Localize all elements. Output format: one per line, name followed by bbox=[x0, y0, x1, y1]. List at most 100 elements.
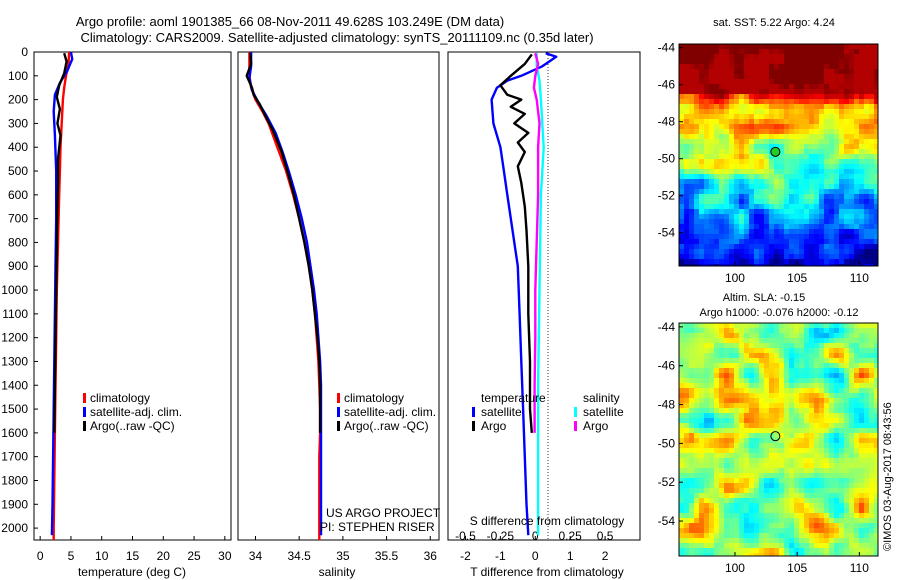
sla-map-lat-ticks: -44-46-48-50-52-54 bbox=[658, 320, 683, 528]
sst-cell bbox=[749, 139, 755, 145]
sla-cell bbox=[874, 458, 878, 464]
sst-cell bbox=[874, 54, 878, 60]
sst-cell bbox=[859, 259, 865, 265]
sst-cell bbox=[714, 229, 720, 235]
sla-cell bbox=[779, 528, 785, 534]
sst-cell bbox=[684, 209, 690, 215]
sst-cell bbox=[739, 129, 745, 135]
x-tick-label: 5 bbox=[68, 549, 75, 563]
sst-cell bbox=[749, 154, 755, 160]
sst-cell bbox=[799, 224, 805, 230]
sla-cell bbox=[839, 383, 845, 389]
sla-cell bbox=[874, 428, 878, 434]
sla-cell bbox=[759, 473, 765, 479]
sst-cell bbox=[829, 149, 835, 155]
sla-cell bbox=[719, 438, 725, 444]
sla-cell bbox=[864, 323, 870, 329]
sst-cell bbox=[774, 154, 780, 160]
sla-cell bbox=[759, 423, 765, 429]
sla-cell bbox=[724, 553, 730, 556]
s-difference-tick-label: -0.5 bbox=[455, 529, 476, 543]
sst-cell bbox=[714, 169, 720, 175]
sla-cell bbox=[774, 543, 780, 549]
sla-cell bbox=[839, 528, 845, 534]
sst-cell bbox=[744, 214, 750, 220]
depth-tick-label: 300 bbox=[8, 116, 28, 130]
sst-cell bbox=[754, 179, 760, 185]
sla-cell bbox=[719, 458, 725, 464]
sst-cell bbox=[759, 84, 765, 90]
sla-cell bbox=[699, 363, 705, 369]
sla-cell bbox=[819, 333, 825, 339]
sst-cell bbox=[874, 129, 878, 135]
sst-cell bbox=[849, 174, 855, 180]
sst-cell bbox=[819, 74, 825, 80]
sst-cell bbox=[739, 119, 745, 125]
sla-cell bbox=[834, 418, 840, 424]
sla-cell bbox=[849, 408, 855, 414]
sla-cell bbox=[709, 518, 715, 524]
sla-cell bbox=[739, 323, 745, 329]
sla-cell bbox=[759, 543, 765, 549]
sst-cell bbox=[839, 74, 845, 80]
sla-cell bbox=[709, 388, 715, 394]
sla-cell bbox=[804, 503, 810, 509]
sst-map-frame bbox=[678, 43, 879, 267]
sla-cell bbox=[759, 493, 765, 499]
sla-cell bbox=[749, 493, 755, 499]
depth-tick-label: 1600 bbox=[1, 426, 28, 440]
sst-cell bbox=[689, 179, 695, 185]
sla-cell bbox=[689, 418, 695, 424]
sst-cell bbox=[684, 109, 690, 115]
sst-cell bbox=[689, 249, 695, 255]
sla-cell bbox=[829, 423, 835, 429]
sst-cell bbox=[854, 139, 860, 145]
sst-cell bbox=[689, 149, 695, 155]
sst-map-lat-ticks: -44-46-48-50-52-54 bbox=[658, 41, 683, 240]
sla-cell bbox=[869, 398, 875, 404]
sla-cell bbox=[854, 413, 860, 419]
sla-cell bbox=[754, 408, 760, 414]
sla-cell bbox=[729, 423, 735, 429]
sla-cell bbox=[874, 508, 878, 514]
lat-tick-label: -50 bbox=[658, 152, 676, 166]
sla-cell bbox=[859, 538, 865, 544]
sla-cell bbox=[699, 348, 705, 354]
sla-cell bbox=[864, 553, 870, 556]
sla-cell bbox=[749, 333, 755, 339]
sst-cell bbox=[859, 199, 865, 205]
sla-cell bbox=[794, 373, 800, 379]
sla-cell bbox=[774, 493, 780, 499]
sst-cell bbox=[689, 84, 695, 90]
sla-cell bbox=[729, 348, 735, 354]
series-line-temperature-satellite bbox=[490, 52, 558, 536]
sla-cell bbox=[799, 323, 805, 329]
sst-cell bbox=[744, 74, 750, 80]
sst-cell bbox=[699, 124, 705, 130]
sla-cell bbox=[679, 548, 685, 554]
sst-cell bbox=[854, 239, 860, 245]
sst-cell bbox=[834, 229, 840, 235]
sla-cell bbox=[834, 478, 840, 484]
sst-cell bbox=[824, 44, 830, 50]
sst-cell bbox=[764, 119, 770, 125]
sst-cell bbox=[844, 169, 850, 175]
sst-cell bbox=[749, 104, 755, 110]
sst-cell bbox=[824, 104, 830, 110]
sla-cell bbox=[704, 548, 710, 554]
sst-cell bbox=[804, 259, 810, 265]
sla-cell bbox=[744, 478, 750, 484]
sla-cell bbox=[709, 468, 715, 474]
sst-cell bbox=[849, 184, 855, 190]
sst-cell bbox=[799, 104, 805, 110]
sst-cell bbox=[844, 94, 850, 100]
sst-cell bbox=[839, 124, 845, 130]
sla-cell bbox=[804, 473, 810, 479]
sst-cell bbox=[754, 134, 760, 140]
sla-cell bbox=[749, 483, 755, 489]
sst-cell bbox=[839, 189, 845, 195]
sla-cell bbox=[839, 443, 845, 449]
sst-cell bbox=[764, 169, 770, 175]
sla-cell bbox=[684, 443, 690, 449]
